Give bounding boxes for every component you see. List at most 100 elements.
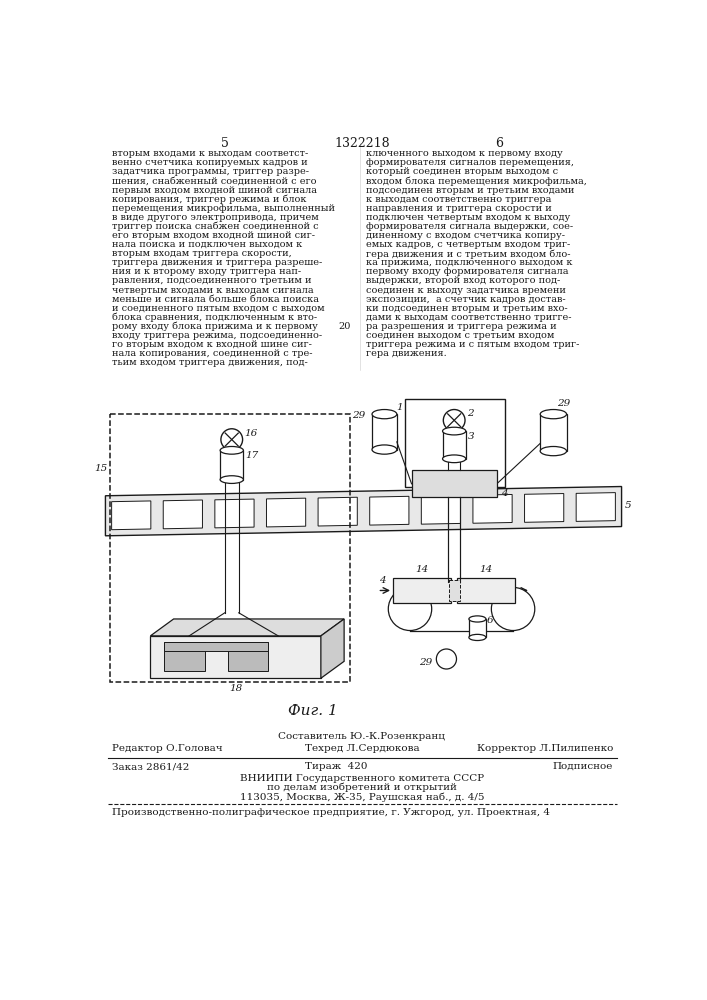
Text: Производственно-полиграфическое предприятие, г. Ужгород, ул. Проектная, 4: Производственно-полиграфическое предприя…: [112, 808, 549, 817]
Ellipse shape: [372, 410, 397, 419]
Text: четвертым входами к выходам сигнала: четвертым входами к выходам сигнала: [112, 286, 313, 295]
Bar: [443, 431, 466, 459]
Text: 3: 3: [468, 432, 474, 441]
Circle shape: [221, 429, 243, 450]
Text: триггера режима и с пятым входом триг-: триггера режима и с пятым входом триг-: [366, 340, 579, 349]
Text: гера движения.: гера движения.: [366, 349, 447, 358]
Bar: [393, 578, 451, 603]
Bar: [469, 619, 486, 637]
Text: подключен четвертым входом к выходу: подключен четвертым входом к выходу: [366, 213, 570, 222]
Ellipse shape: [469, 616, 486, 622]
Text: 29: 29: [557, 399, 571, 408]
Bar: [404, 399, 506, 487]
Text: емых кадров, с четвертым входом триг-: емых кадров, с четвертым входом триг-: [366, 240, 570, 249]
Text: 17: 17: [246, 451, 259, 460]
Bar: [228, 642, 268, 671]
Text: 113035, Москва, Ж-35, Раушская наб., д. 4/5: 113035, Москва, Ж-35, Раушская наб., д. …: [240, 792, 484, 802]
Text: 6: 6: [486, 616, 493, 625]
Polygon shape: [576, 493, 615, 521]
Ellipse shape: [220, 446, 243, 454]
Text: 18: 18: [229, 684, 243, 693]
Text: нала поиска и подключен выходом к: нала поиска и подключен выходом к: [112, 240, 302, 249]
Text: 20: 20: [338, 322, 351, 331]
Bar: [220, 450, 243, 480]
Polygon shape: [370, 496, 409, 525]
Polygon shape: [421, 495, 460, 524]
Bar: [110, 414, 351, 682]
Polygon shape: [473, 494, 512, 523]
Text: ра разрешения и триггера режима и: ра разрешения и триггера режима и: [366, 322, 556, 331]
Text: триггера движения и триггера разреше-: триггера движения и триггера разреше-: [112, 258, 322, 267]
Text: 1322218: 1322218: [334, 137, 390, 150]
Text: его вторым входом входной шиной сиг-: его вторым входом входной шиной сиг-: [112, 231, 315, 240]
Text: венно счетчика копируемых кадров и: венно счетчика копируемых кадров и: [112, 158, 308, 167]
Ellipse shape: [540, 446, 566, 456]
Text: выдержки, второй вход которого под-: выдержки, второй вход которого под-: [366, 276, 560, 285]
Text: по делам изобретений и открытий: по делам изобретений и открытий: [267, 783, 457, 792]
Polygon shape: [215, 499, 254, 528]
Text: экспозиции,  а счетчик кадров достав-: экспозиции, а счетчик кадров достав-: [366, 295, 566, 304]
Text: вторым входам триггера скорости,: вторым входам триггера скорости,: [112, 249, 291, 258]
Text: который соединен вторым выходом с: который соединен вторым выходом с: [366, 167, 558, 176]
Bar: [372, 414, 397, 450]
Text: и соединенного пятым входом с выходом: и соединенного пятым входом с выходом: [112, 304, 325, 313]
Text: подсоединен вторым и третьим входами: подсоединен вторым и третьим входами: [366, 186, 574, 195]
Text: первым входом входной шиной сигнала: первым входом входной шиной сигнала: [112, 186, 317, 195]
Bar: [411, 470, 497, 497]
Bar: [164, 642, 268, 651]
Text: равления, подсоединенного третьим и: равления, подсоединенного третьим и: [112, 276, 311, 285]
Text: Фиг. 1: Фиг. 1: [288, 704, 338, 718]
Text: 5: 5: [221, 137, 228, 150]
Ellipse shape: [540, 410, 566, 419]
Text: 29: 29: [419, 658, 433, 667]
Text: 4: 4: [501, 489, 508, 498]
Text: задатчика программы, триггер разре-: задатчика программы, триггер разре-: [112, 167, 309, 176]
Polygon shape: [318, 497, 357, 526]
Text: вторым входами к выходам соответст-: вторым входами к выходам соответст-: [112, 149, 308, 158]
Text: соединен к выходу задатчика времени: соединен к выходу задатчика времени: [366, 286, 566, 295]
Bar: [540, 414, 566, 451]
Text: 14: 14: [416, 565, 428, 574]
Text: Редактор О.Головач: Редактор О.Головач: [112, 744, 222, 753]
Text: Составитель Ю.-К.Розенкранц: Составитель Ю.-К.Розенкранц: [279, 732, 445, 741]
Text: Тираж  420: Тираж 420: [305, 762, 368, 771]
Text: 15: 15: [95, 464, 107, 473]
Text: формирователя сигналов перемещения,: формирователя сигналов перемещения,: [366, 158, 574, 167]
Text: 1: 1: [397, 403, 403, 412]
Text: формирователя сигнала выдержки, сое-: формирователя сигнала выдержки, сое-: [366, 222, 573, 231]
Circle shape: [436, 649, 457, 669]
Text: копирования, триггер режима и блок: копирования, триггер режима и блок: [112, 195, 306, 204]
Text: диненному с входом счетчика копиру-: диненному с входом счетчика копиру-: [366, 231, 565, 240]
Text: в виде другого электропривода, причем: в виде другого электропривода, причем: [112, 213, 318, 222]
Text: 2: 2: [467, 409, 473, 418]
Text: 14: 14: [480, 565, 493, 574]
Text: ВНИИПИ Государственного комитета СССР: ВНИИПИ Государственного комитета СССР: [240, 774, 484, 783]
Ellipse shape: [443, 455, 466, 463]
Text: рому входу блока прижима и к первому: рому входу блока прижима и к первому: [112, 322, 317, 331]
Polygon shape: [112, 501, 151, 530]
Text: блока сравнения, подключенным к вто-: блока сравнения, подключенным к вто-: [112, 313, 317, 322]
Text: го вторым входом к входной шине сиг-: го вторым входом к входной шине сиг-: [112, 340, 312, 349]
Ellipse shape: [220, 476, 243, 483]
Text: Корректор Л.Пилипенко: Корректор Л.Пилипенко: [477, 744, 613, 753]
Text: ния и к второму входу триггера нап-: ния и к второму входу триггера нап-: [112, 267, 300, 276]
Ellipse shape: [372, 445, 397, 454]
Text: Техред Л.Сердюкова: Техред Л.Сердюкова: [305, 744, 420, 753]
Text: меньше и сигнала больше блока поиска: меньше и сигнала больше блока поиска: [112, 295, 319, 304]
Circle shape: [491, 587, 534, 631]
Text: 29: 29: [352, 411, 365, 420]
Text: шения, снабженный соединенной с его: шения, снабженный соединенной с его: [112, 177, 316, 186]
Polygon shape: [267, 498, 305, 527]
Text: Подписное: Подписное: [553, 762, 613, 771]
Text: дами к выходам соответственно тригге-: дами к выходам соответственно тригге-: [366, 313, 571, 322]
Text: Заказ 2861/42: Заказ 2861/42: [112, 762, 189, 771]
Polygon shape: [163, 500, 202, 529]
Text: 16: 16: [244, 429, 257, 438]
Text: ключенного выходом к первому входу: ключенного выходом к первому входу: [366, 149, 563, 158]
Text: 5: 5: [625, 500, 631, 510]
Text: триггер поиска снабжен соединенной с: триггер поиска снабжен соединенной с: [112, 222, 318, 231]
Ellipse shape: [469, 634, 486, 641]
Text: входу триггера режима, подсоединенно-: входу триггера режима, подсоединенно-: [112, 331, 322, 340]
Polygon shape: [151, 636, 321, 678]
Text: 6: 6: [495, 137, 503, 150]
